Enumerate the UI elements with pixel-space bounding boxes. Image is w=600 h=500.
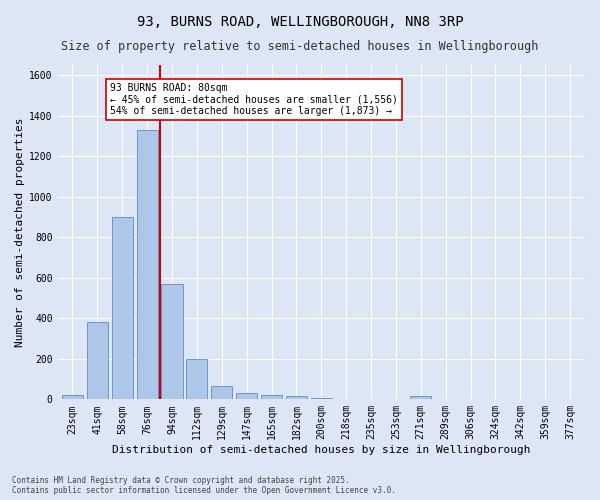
Y-axis label: Number of semi-detached properties: Number of semi-detached properties	[15, 118, 25, 347]
Text: 93 BURNS ROAD: 80sqm
← 45% of semi-detached houses are smaller (1,556)
54% of se: 93 BURNS ROAD: 80sqm ← 45% of semi-detac…	[110, 83, 398, 116]
Bar	[286, 396, 307, 400]
Bar	[311, 398, 332, 400]
Text: Contains HM Land Registry data © Crown copyright and database right 2025.
Contai: Contains HM Land Registry data © Crown c…	[12, 476, 396, 495]
X-axis label: Distribution of semi-detached houses by size in Wellingborough: Distribution of semi-detached houses by …	[112, 445, 530, 455]
Text: 93, BURNS ROAD, WELLINGBOROUGH, NN8 3RP: 93, BURNS ROAD, WELLINGBOROUGH, NN8 3RP	[137, 15, 463, 29]
Bar	[261, 396, 282, 400]
Bar	[161, 284, 182, 400]
Bar	[211, 386, 232, 400]
Bar	[87, 322, 108, 400]
Bar	[62, 396, 83, 400]
Bar	[112, 217, 133, 400]
Text: Size of property relative to semi-detached houses in Wellingborough: Size of property relative to semi-detach…	[61, 40, 539, 53]
Bar	[410, 396, 431, 400]
Bar	[236, 394, 257, 400]
Bar	[186, 359, 208, 400]
Bar	[137, 130, 158, 400]
